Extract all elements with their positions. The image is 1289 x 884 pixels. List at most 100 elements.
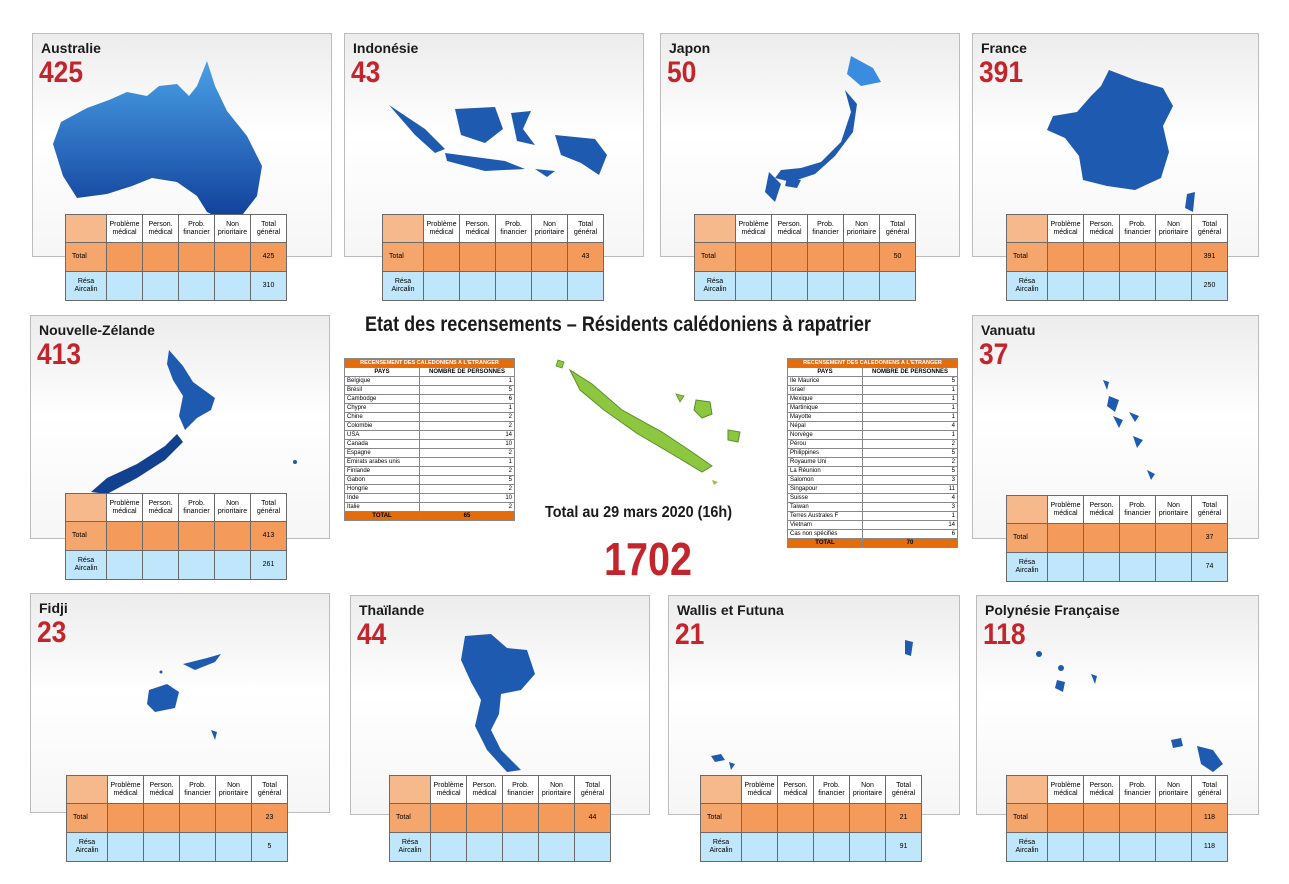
count-table: Problème médical Person. médical Prob. fin…	[1006, 214, 1228, 301]
count-table: Problème médical Person. médical Prob. fin…	[1006, 775, 1228, 862]
total-value: 50	[879, 242, 916, 272]
row-label-resa: Résa Aircalin	[1006, 271, 1048, 301]
list-count: 5	[862, 376, 958, 386]
empty-cell	[1083, 832, 1120, 862]
country-count: 21	[675, 618, 705, 651]
empty-cell	[531, 242, 568, 272]
column-header: Problème médical	[1047, 495, 1084, 524]
country-count: 37	[979, 338, 1009, 371]
country-count: 118	[983, 618, 1026, 651]
empty-cell	[771, 242, 808, 272]
empty-cell	[1155, 552, 1192, 582]
row-label-resa: Résa Aircalin	[389, 832, 431, 862]
column-header: Problème médical	[106, 493, 143, 522]
resa-value	[574, 832, 611, 862]
list-count: 1	[862, 511, 958, 521]
list-country: Italie	[344, 502, 420, 512]
list-count: 14	[862, 520, 958, 530]
empty-cell	[1047, 523, 1084, 553]
resa-value	[567, 271, 604, 301]
row-label-total: Total	[1006, 523, 1048, 553]
column-header: Person. médical	[459, 214, 496, 243]
empty-cell	[1047, 803, 1084, 833]
new-zealand-map	[91, 350, 297, 494]
total-value: 21	[885, 803, 922, 833]
thailand-map	[461, 634, 535, 772]
empty-cell	[143, 803, 180, 833]
row-label-total: Total	[66, 803, 108, 833]
list-count: 2	[419, 466, 515, 476]
column-header: Prob. financier	[1119, 214, 1156, 243]
header-blank	[1006, 495, 1048, 524]
empty-cell	[459, 242, 496, 272]
empty-cell	[1155, 832, 1192, 862]
empty-cell	[1083, 803, 1120, 833]
resa-value	[879, 271, 916, 301]
resa-value: 261	[250, 550, 287, 580]
row-label-resa: Résa Aircalin	[65, 271, 107, 301]
empty-cell	[735, 271, 772, 301]
list-count: 1	[862, 430, 958, 440]
list-count: 2	[419, 448, 515, 458]
header-blank	[694, 214, 736, 243]
column-header: Problème médical	[735, 214, 772, 243]
list-header: PAYS	[787, 367, 863, 377]
column-header: Prob. financier	[807, 214, 844, 243]
list-count: 1	[862, 385, 958, 395]
country-name: Nouvelle-Zélande	[39, 322, 155, 338]
empty-cell	[1155, 242, 1192, 272]
list-country: Mexique	[787, 394, 863, 404]
empty-cell	[143, 832, 180, 862]
list-count: 3	[862, 502, 958, 512]
column-header: Problème médical	[741, 775, 778, 804]
list-country: La Réunion	[787, 466, 863, 476]
column-header: Person. médical	[466, 775, 503, 804]
total-value: 425	[250, 242, 287, 272]
empty-cell	[1155, 803, 1192, 833]
empty-cell	[777, 832, 814, 862]
list-count: 6	[862, 529, 958, 539]
total-value: 118	[1191, 803, 1228, 833]
empty-cell	[107, 832, 144, 862]
header-blank	[700, 775, 742, 804]
column-header: Prob. financier	[178, 214, 215, 243]
column-header: Total général	[574, 775, 611, 804]
list-count: 10	[419, 439, 515, 449]
list-country: Chypre	[344, 403, 420, 413]
count-table: Problème médical Person. médical Prob. fin…	[382, 214, 604, 301]
list-country: Gabon	[344, 475, 420, 485]
row-label-total: Total	[65, 521, 107, 551]
column-header: Total général	[879, 214, 916, 243]
total-value: 37	[1191, 523, 1228, 553]
header-blank	[382, 214, 424, 243]
column-header: Non prioritaire	[1155, 214, 1192, 243]
column-header: Non prioritaire	[538, 775, 575, 804]
country-name: Fidji	[39, 600, 68, 616]
empty-cell	[1119, 523, 1156, 553]
empty-cell	[1119, 242, 1156, 272]
empty-cell	[502, 803, 539, 833]
indonesia-map	[389, 105, 607, 177]
list-country: Colombie	[344, 421, 420, 431]
list-total-label: TOTAL	[344, 511, 420, 521]
resa-value: 74	[1191, 552, 1228, 582]
list-count: 11	[862, 484, 958, 494]
empty-cell	[735, 242, 772, 272]
row-label-total: Total	[1006, 242, 1048, 272]
list-country: Royaume Uni	[787, 457, 863, 467]
list-country: Chine	[344, 412, 420, 422]
country-count: 391	[979, 56, 1024, 89]
country-count: 413	[37, 338, 82, 371]
column-header: Non prioritaire	[215, 775, 252, 804]
count-table: Problème médical Person. médical Prob. fin…	[66, 775, 288, 862]
list-country: Philippines	[787, 448, 863, 458]
list-count: 5	[862, 448, 958, 458]
list-count: 1	[862, 412, 958, 422]
list-country: Mayotte	[787, 412, 863, 422]
row-label-resa: Résa Aircalin	[1006, 552, 1048, 582]
row-label-total: Total	[382, 242, 424, 272]
empty-cell	[430, 803, 467, 833]
column-header: Person. médical	[777, 775, 814, 804]
row-label-resa: Résa Aircalin	[66, 832, 108, 862]
column-header: Prob. financier	[178, 493, 215, 522]
